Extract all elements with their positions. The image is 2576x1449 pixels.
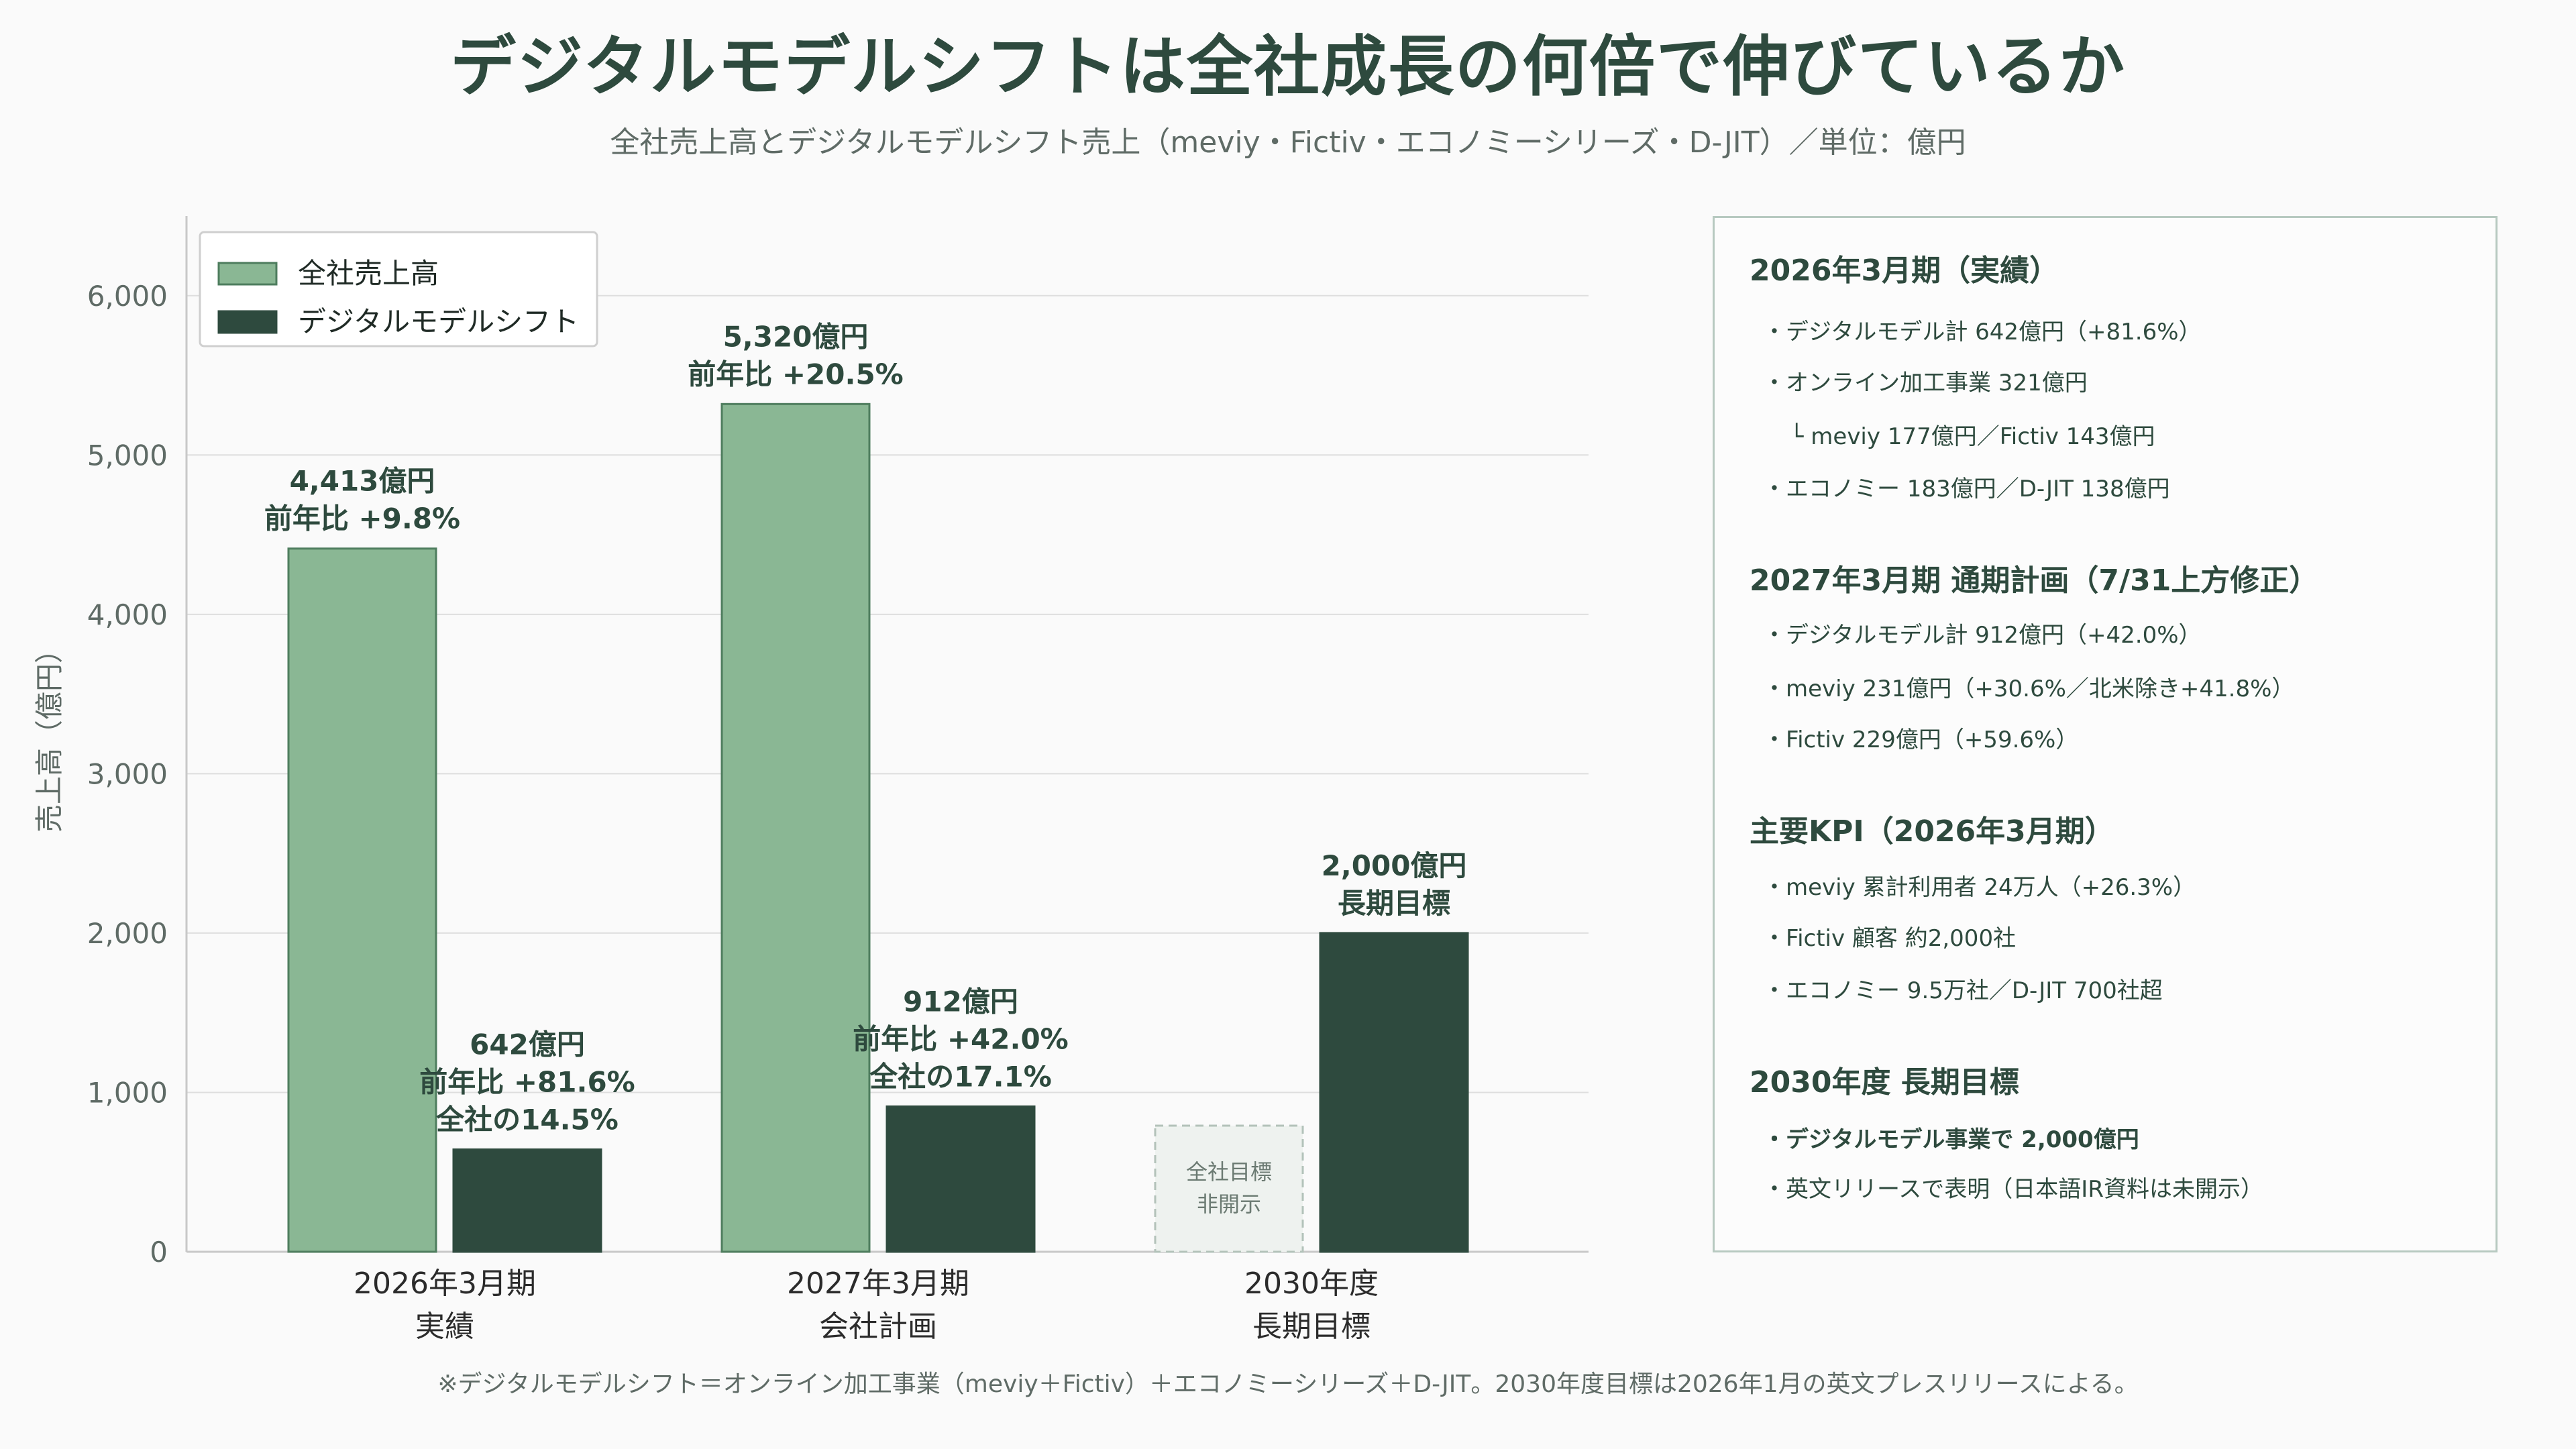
x-category-label: 2030年度 xyxy=(1244,1267,1379,1301)
y-axis-title: 売上高（億円） xyxy=(33,635,66,833)
bullet-item: ・meviy 231億円（+30.6%／北米除き+41.8%） xyxy=(1763,676,2295,702)
legend-label: 全社売上高 xyxy=(298,257,439,290)
undisclosed-label: 全社目標 xyxy=(1186,1159,1272,1185)
bullet-item: ・Fictiv 顧客 約2,000社 xyxy=(1763,925,2017,952)
legend-swatch xyxy=(217,310,278,334)
y-tick-label: 3,000 xyxy=(87,757,168,790)
y-tick-label: 2,000 xyxy=(87,917,168,950)
bar-total-sales xyxy=(287,547,437,1253)
bullet-item: ・meviy 累計利用者 24万人（+26.3%） xyxy=(1763,874,2196,901)
data-label: 長期目標 xyxy=(1338,887,1450,920)
bar-total-sales xyxy=(720,402,871,1253)
bar-digital-shift xyxy=(1319,932,1469,1253)
data-label: 4,413億円 xyxy=(290,465,435,498)
bullet-item: ・デジタルモデル事業で 2,000億円 xyxy=(1763,1126,2139,1153)
data-label: 全社の17.1% xyxy=(869,1060,1052,1093)
x-category-sublabel: 実績 xyxy=(415,1309,474,1344)
legend-label: デジタルモデルシフト xyxy=(298,305,579,338)
x-category-sublabel: 会社計画 xyxy=(819,1309,937,1344)
footnote: ※デジタルモデルシフト＝オンライン加工事業（meviy＋Fictiv）＋エコノミ… xyxy=(437,1371,2139,1398)
bullet-item: ・デジタルモデル計 912億円（+42.0%） xyxy=(1763,622,2202,649)
y-tick-label: 6,000 xyxy=(87,280,168,313)
legend-swatch xyxy=(217,262,278,286)
data-label: 5,320億円 xyxy=(723,320,869,353)
undisclosed-placeholder xyxy=(1154,1124,1304,1253)
legend xyxy=(199,231,598,347)
data-label: 全社の14.5% xyxy=(435,1104,619,1136)
bullet-item: ・エコノミー 9.5万社／D-JIT 700社超 xyxy=(1763,977,2163,1004)
section-heading-2030-target: 2030年度 長期目標 xyxy=(1750,1065,2019,1099)
y-tick-label: 1,000 xyxy=(87,1076,168,1109)
undisclosed-label: 非開示 xyxy=(1197,1191,1261,1217)
data-label: 642億円 xyxy=(470,1028,585,1061)
y-tick-label: 4,000 xyxy=(87,598,168,631)
x-category-label: 2027年3月期 xyxy=(787,1267,969,1301)
bullet-sub-item: └ meviy 177億円／Fictiv 143億円 xyxy=(1790,423,2155,450)
y-tick-label: 0 xyxy=(150,1236,168,1269)
data-label: 前年比 +81.6% xyxy=(419,1066,635,1099)
data-label: 前年比 +20.5% xyxy=(688,358,904,390)
bullet-item: ・エコノミー 183億円／D-JIT 138億円 xyxy=(1763,476,2170,502)
page-title: デジタルモデルシフトは全社成長の何倍で伸びているか xyxy=(449,29,2127,105)
section-heading-2027-plan: 2027年3月期 通期計画（7/31上方修正） xyxy=(1750,564,2319,598)
page-subtitle: 全社売上高とデジタルモデルシフト売上（meviy・Fictiv・エコノミーシリー… xyxy=(610,125,1966,160)
x-category-sublabel: 長期目標 xyxy=(1252,1309,1371,1344)
bullet-item: ・Fictiv 229億円（+59.6%） xyxy=(1763,727,2079,753)
info-panel: 2026年3月期（実績） ・デジタルモデル計 642億円（+81.6%） ・オン… xyxy=(1713,216,2498,1252)
data-label: 前年比 +42.0% xyxy=(853,1022,1069,1055)
bullet-item: ・英文リリースで表明（日本語IR資料は未開示） xyxy=(1763,1176,2263,1203)
bar-digital-shift xyxy=(885,1105,1036,1253)
data-label: 912億円 xyxy=(903,985,1018,1018)
bullet-item: ・デジタルモデル計 642億円（+81.6%） xyxy=(1763,319,2202,345)
y-tick-label: 5,000 xyxy=(87,439,168,472)
bullet-item: ・オンライン加工事業 321億円 xyxy=(1763,370,2088,396)
data-label: 2,000億円 xyxy=(1322,849,1467,882)
bar-chart: 0 1,000 2,000 3,000 4,000 5,000 6,000 売上高（億円） 4,… xyxy=(33,216,1589,1344)
section-heading-2026-actual: 2026年3月期（実績） xyxy=(1750,254,2059,288)
data-label: 前年比 +9.8% xyxy=(264,502,460,535)
bar-digital-shift xyxy=(452,1148,602,1253)
x-category-label: 2026年3月期 xyxy=(354,1267,536,1301)
section-heading-kpi: 主要KPI（2026年3月期） xyxy=(1750,814,2114,849)
